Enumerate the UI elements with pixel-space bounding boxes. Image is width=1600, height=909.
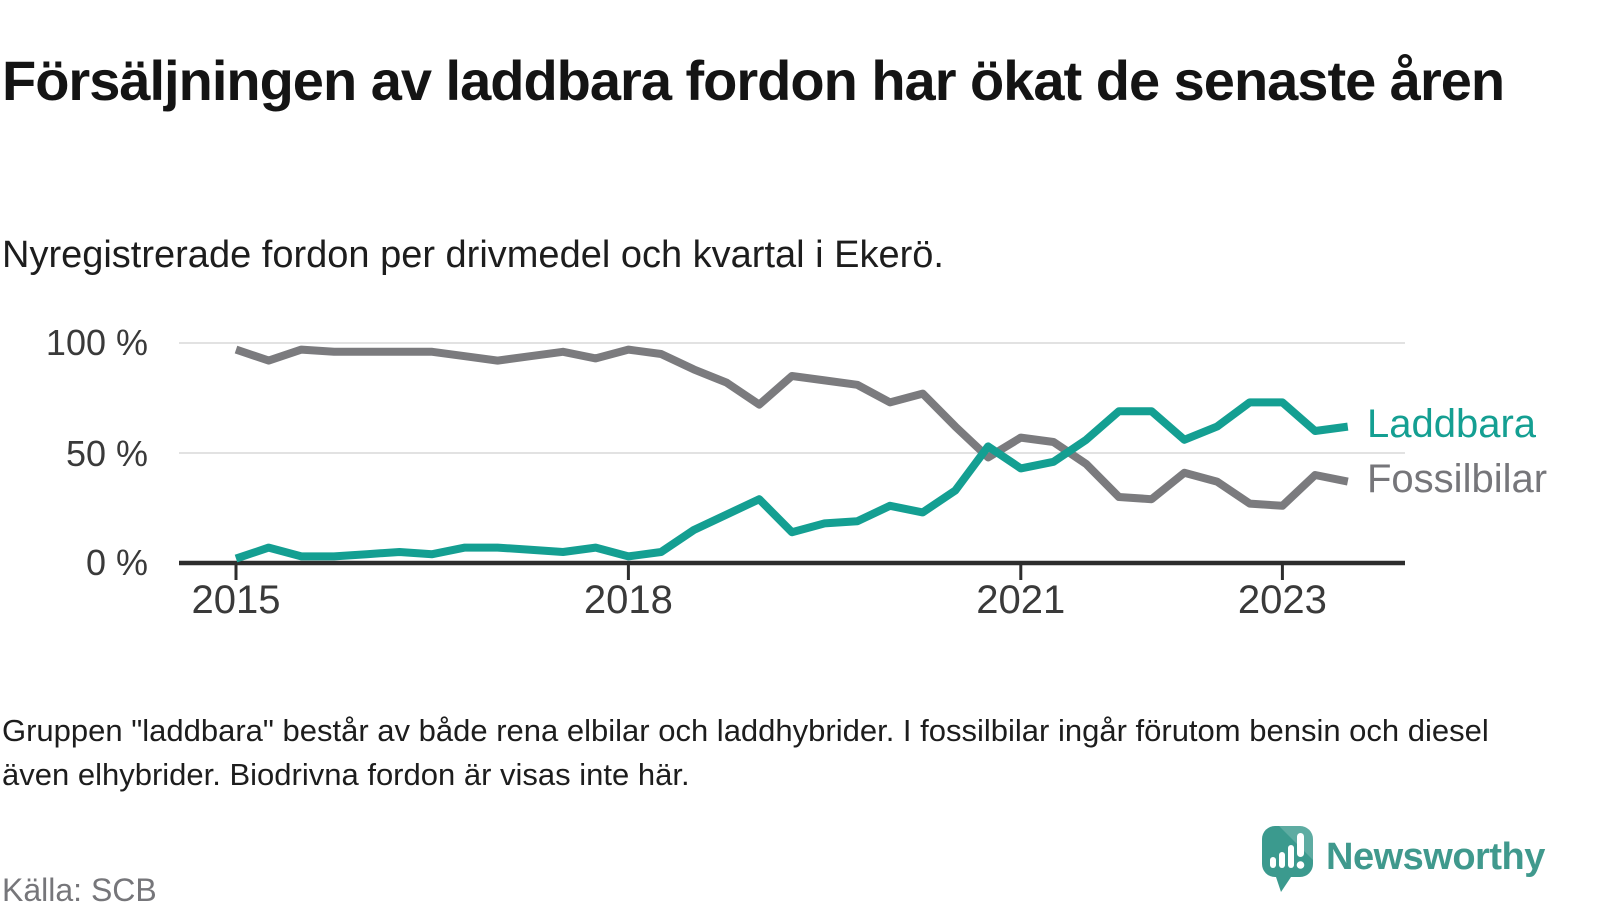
x-axis-tick-2023: 2023 (1237, 578, 1327, 622)
chart-footnote: Gruppen "laddbara" består av både rena e… (2, 713, 1489, 792)
page-title: Försäljningen av laddbara fordon har öka… (2, 48, 1505, 112)
y-axis-tick-0: 0 % (85, 542, 148, 583)
fossilbilar-line (234, 345, 1349, 510)
newsworthy-wordmark: Newsworthy (1326, 836, 1545, 878)
newsworthy-branding: Newsworthy (1260, 824, 1590, 898)
laddbara-line (234, 398, 1349, 563)
y-axis-tick-100: 100 % (45, 322, 148, 363)
chart-subtitle: Nyregistrerade fordon per drivmedel och … (2, 234, 944, 276)
x-axis-tick-2018: 2018 (583, 578, 673, 622)
newsworthy-bubble-chart-icon (1262, 826, 1313, 892)
source-caption: Källa: SCB (2, 872, 157, 908)
series-label-laddbara: Laddbara (1367, 402, 1537, 446)
x-axis-tick-2021: 2021 (976, 578, 1066, 622)
x-axis-tick-2015: 2015 (191, 578, 281, 622)
series-label-fossilbilar: Fossilbilar (1367, 457, 1548, 501)
y-axis-tick-50: 50 % (65, 433, 148, 474)
